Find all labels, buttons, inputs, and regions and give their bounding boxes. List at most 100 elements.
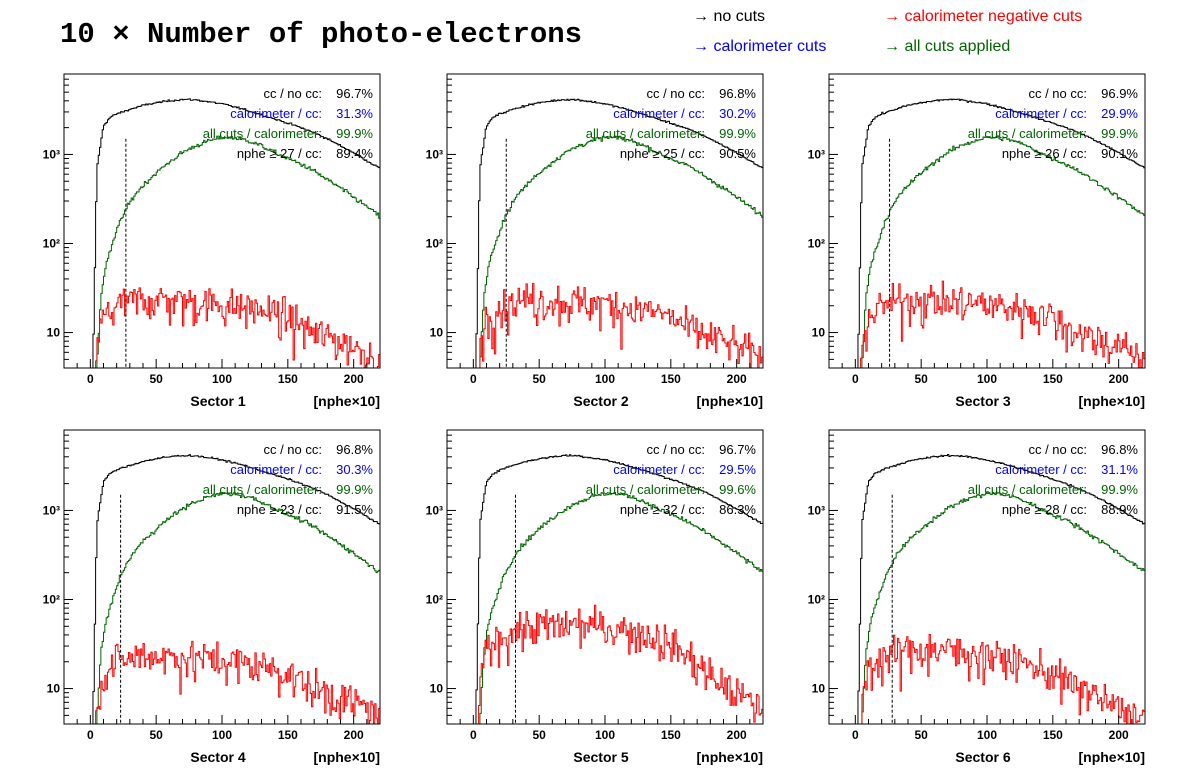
stat-label: all cuts / calorimeter:	[968, 482, 1087, 497]
stat-label: nphe ≥ 27 / cc:	[237, 146, 322, 161]
stat-label: cc / no cc:	[263, 86, 322, 101]
histogram-calorimeter-negative-cuts	[95, 640, 380, 725]
histogram-no-cuts	[92, 454, 380, 724]
y-tick-label: 10	[430, 682, 444, 696]
stat-label: cc / no cc:	[646, 86, 705, 101]
stat-value: 29.9%	[1101, 106, 1138, 121]
y-tick-label: 10	[812, 326, 826, 340]
x-tick-label: 50	[914, 728, 928, 742]
stat-label: cc / no cc:	[1028, 442, 1087, 457]
y-tick-label: 10	[47, 682, 61, 696]
histogram-calorimeter-negative-cuts	[860, 280, 1145, 369]
stat-value: 89.4%	[336, 146, 373, 161]
stat-label: all cuts / calorimeter:	[586, 126, 705, 141]
stat-value: 31.3%	[336, 106, 373, 121]
stat-label: calorimeter / cc:	[995, 462, 1087, 477]
y-tick-label: 10³	[808, 503, 825, 517]
x-tick-label: 150	[1043, 372, 1063, 386]
histogram-calorimeter-negative-cuts	[478, 283, 763, 369]
x-tick-label: 0	[87, 728, 94, 742]
stat-label: calorimeter / cc:	[230, 106, 322, 121]
stat-value: 90.5%	[719, 146, 756, 161]
y-tick-label: 10²	[808, 236, 825, 250]
histogram-no-cuts	[857, 453, 1145, 724]
y-tick-label: 10³	[43, 503, 60, 517]
x-tick-label: 200	[727, 372, 747, 386]
x-tick-label: 50	[914, 372, 928, 386]
y-tick-label: 10²	[43, 236, 60, 250]
histogram-no-cuts	[92, 98, 380, 368]
stat-value: 99.9%	[336, 126, 373, 141]
histogram-all-cuts-applied	[479, 491, 763, 724]
stat-label: calorimeter / cc:	[613, 106, 705, 121]
histogram-calorimeter-negative-cuts	[95, 287, 380, 369]
stat-value: 96.8%	[719, 86, 756, 101]
y-tick-label: 10³	[426, 147, 443, 161]
stat-label: calorimeter / cc:	[995, 106, 1087, 121]
sector-panel: 0 50 100 150 200 10 10² 10³ Sector 3 [nphe×10] cc …	[808, 73, 1146, 409]
stat-value: 86.3%	[719, 502, 756, 517]
legend-no-cuts: → no cuts	[693, 8, 766, 25]
x-tick-label: 200	[1109, 372, 1129, 386]
x-tick-label: 100	[595, 728, 615, 742]
stat-label: cc / no cc:	[646, 442, 705, 457]
stat-label: cc / no cc:	[1028, 86, 1087, 101]
stat-value: 96.8%	[336, 442, 373, 457]
x-tick-label: 200	[727, 728, 747, 742]
stat-label: nphe ≥ 28 / cc:	[1002, 502, 1087, 517]
sector-panel: 0 50 100 150 200 10 10² 10³ Sector 5 [nphe×10] cc …	[426, 429, 764, 765]
histogram-no-cuts	[475, 98, 763, 368]
stat-label: nphe ≥ 25 / cc:	[620, 146, 705, 161]
x-tick-label: 200	[1109, 728, 1129, 742]
y-tick-label: 10³	[426, 503, 443, 517]
x-tick-label: 50	[149, 372, 163, 386]
x-axis-unit: [nphe×10]	[696, 749, 763, 765]
x-tick-label: 50	[532, 728, 546, 742]
stat-value: 90.1%	[1101, 146, 1138, 161]
stat-value: 30.2%	[719, 106, 756, 121]
sector-panel: 0 50 100 150 200 10 10² 10³ Sector 1 [nphe×10] cc …	[43, 73, 381, 409]
stat-label: nphe ≥ 32 / cc:	[620, 502, 705, 517]
stat-value: 96.7%	[719, 442, 756, 457]
x-tick-label: 100	[212, 372, 232, 386]
y-tick-label: 10²	[808, 592, 825, 606]
x-axis-unit: [nphe×10]	[1078, 393, 1145, 409]
x-axis-label: Sector 1	[190, 393, 245, 409]
stat-value: 88.9%	[1101, 502, 1138, 517]
stat-value: 96.7%	[336, 86, 373, 101]
x-axis-unit: [nphe×10]	[1078, 749, 1145, 765]
stat-label: calorimeter / cc:	[613, 462, 705, 477]
stat-label: calorimeter / cc:	[230, 462, 322, 477]
x-tick-label: 100	[212, 728, 232, 742]
legend-calorimeter-cuts: → calorimeter cuts	[693, 38, 827, 55]
legend-negative-cuts: → calorimeter negative cuts	[884, 8, 1083, 25]
stat-label: all cuts / calorimeter:	[586, 482, 705, 497]
stat-value: 30.3%	[336, 462, 373, 477]
y-tick-label: 10	[430, 326, 444, 340]
x-tick-label: 150	[1043, 728, 1063, 742]
y-tick-label: 10³	[43, 147, 60, 161]
y-tick-label: 10²	[426, 592, 443, 606]
stat-value: 91.5%	[336, 502, 373, 517]
histogram-all-cuts-applied	[96, 491, 380, 724]
stat-value: 96.8%	[1101, 442, 1138, 457]
x-axis-label: Sector 3	[955, 393, 1010, 409]
x-tick-label: 100	[977, 372, 997, 386]
y-tick-label: 10²	[426, 236, 443, 250]
x-axis-label: Sector 5	[573, 749, 628, 765]
histogram-no-cuts	[475, 454, 763, 724]
stat-label: cc / no cc:	[263, 442, 322, 457]
x-tick-label: 0	[470, 372, 477, 386]
sector-panel: 0 50 100 150 200 10 10² 10³ Sector 4 [nphe×10] cc …	[43, 429, 381, 765]
stat-value: 99.9%	[719, 126, 756, 141]
x-axis-label: Sector 2	[573, 393, 628, 409]
x-tick-label: 0	[852, 728, 859, 742]
stat-label: all cuts / calorimeter:	[203, 482, 322, 497]
x-tick-label: 100	[595, 372, 615, 386]
histogram-all-cuts-applied	[861, 491, 1145, 724]
histogram-calorimeter-negative-cuts	[860, 633, 1145, 725]
plot-frame	[446, 73, 764, 369]
stat-value: 96.9%	[1101, 86, 1138, 101]
